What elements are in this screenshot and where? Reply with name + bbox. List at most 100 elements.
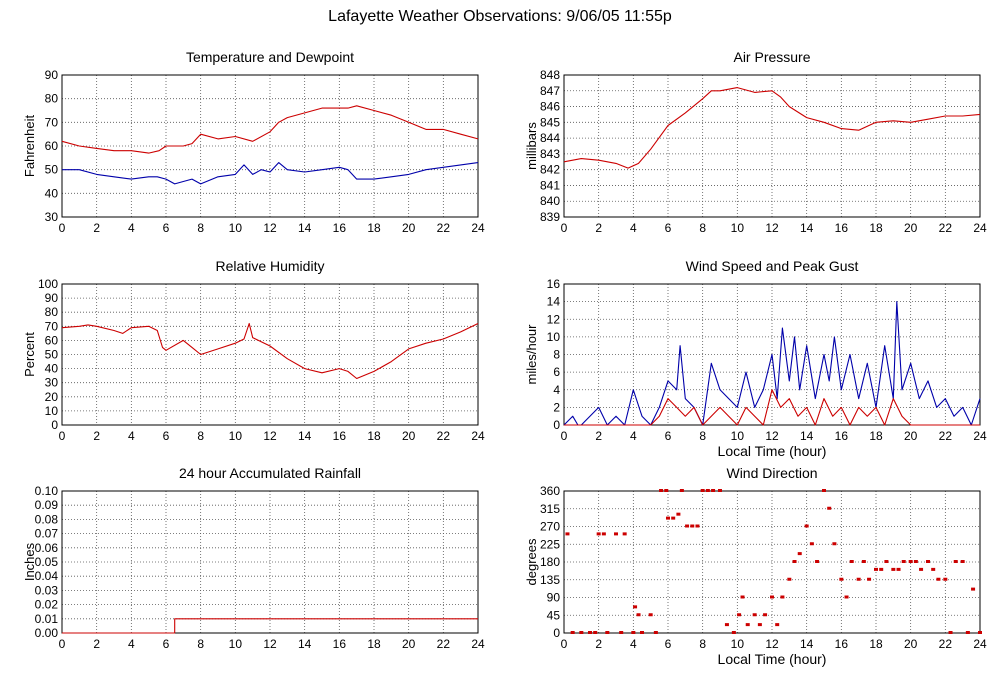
- rain-y-tick-label: 0.00: [35, 626, 59, 640]
- humidity-y-tick-label: 0: [51, 418, 58, 432]
- direction-series-0-point: [919, 567, 924, 571]
- direction-series-0-point: [896, 567, 901, 571]
- rain-x-tick-label: 12: [263, 637, 277, 651]
- pressure-series-0-line: [563, 87, 981, 169]
- temp-y-tick-label: 70: [45, 115, 59, 129]
- direction-series-0-point: [861, 560, 866, 563]
- humidity-x-tick-label: 18: [367, 429, 381, 443]
- direction-series-0-point: [891, 567, 896, 571]
- wind-plot-frame: [563, 283, 981, 426]
- direction-series-0-point: [579, 631, 584, 634]
- pressure-y-axis-label: millibars: [524, 122, 539, 170]
- rain-x-tick-label: 24: [471, 637, 485, 651]
- pressure-x-tick-label: 2: [595, 221, 602, 235]
- pressure-chart-title: Air Pressure: [733, 49, 810, 65]
- rain-y-tick-label: 0.05: [35, 555, 59, 569]
- wind-x-tick-label: 4: [630, 429, 637, 443]
- rain-series-0-line: [62, 618, 478, 634]
- direction-plot-frame: [563, 490, 981, 634]
- rain-chart-title: 24 hour Accumulated Rainfall: [179, 465, 361, 481]
- wind-x-tick-label: 6: [665, 429, 672, 443]
- direction-series-0-point: [822, 489, 826, 492]
- direction-series-0-point: [700, 489, 705, 492]
- humidity-y-tick-label: 50: [45, 348, 59, 362]
- humidity-y-tick-label: 40: [45, 362, 59, 376]
- wind-y-tick-label: 4: [553, 383, 560, 397]
- pressure-x-tick-label: 12: [765, 221, 779, 235]
- pressure-x-tick-label: 22: [939, 221, 953, 235]
- temp-x-tick-label: 10: [229, 221, 243, 235]
- humidity-y-axis-label: Percent: [22, 332, 37, 377]
- humidity-x-tick-label: 4: [128, 429, 135, 443]
- wind-y-axis-label: miles/hour: [524, 324, 539, 385]
- humidity-y-tick-label: 100: [38, 277, 58, 291]
- humidity-plot-frame: [61, 283, 479, 426]
- direction-series-0-point: [913, 560, 918, 563]
- wind-y-tick-label: 14: [547, 295, 561, 309]
- wind-x-tick-label: 14: [800, 429, 814, 443]
- humidity-x-tick-label: 22: [437, 429, 451, 443]
- direction-series-0-point: [695, 524, 700, 528]
- direction-series-0-point: [936, 577, 941, 581]
- direction-series-0-point: [593, 631, 598, 634]
- temp-x-tick-label: 0: [59, 221, 66, 235]
- direction-x-tick-label: 8: [699, 637, 706, 651]
- direction-x-tick-label: 24: [973, 637, 987, 651]
- rain-x-tick-label: 14: [298, 637, 312, 651]
- pressure-x-tick-label: 14: [800, 221, 814, 235]
- direction-series-0-point: [737, 613, 742, 617]
- direction-series-0-point: [775, 623, 780, 627]
- direction-series-0-point: [690, 524, 695, 528]
- direction-y-tick-label: 135: [540, 573, 560, 587]
- rain-y-tick-label: 0.04: [35, 569, 59, 583]
- humidity-x-tick-label: 14: [298, 429, 312, 443]
- direction-series-0-point: [874, 567, 878, 571]
- humidity-x-tick-label: 8: [197, 429, 204, 443]
- pressure-x-tick-label: 4: [630, 221, 637, 235]
- wind-x-tick-label: 10: [731, 429, 745, 443]
- temp-y-tick-label: 50: [45, 163, 59, 177]
- direction-series-0-point: [908, 560, 913, 563]
- direction-series-0-point: [622, 532, 627, 536]
- direction-series-0-point: [685, 524, 690, 528]
- direction-series-0-point: [653, 631, 658, 634]
- direction-y-tick-label: 315: [540, 502, 560, 516]
- humidity-series-0-line: [61, 322, 479, 380]
- direction-series-0-point: [588, 631, 592, 634]
- temp-x-tick-label: 14: [298, 221, 312, 235]
- direction-x-tick-label: 10: [731, 637, 745, 651]
- direction-y-tick-label: 270: [540, 520, 560, 534]
- humidity-x-tick-label: 20: [402, 429, 416, 443]
- wind-x-tick-label: 12: [765, 429, 779, 443]
- rain-x-tick-label: 18: [367, 637, 381, 651]
- direction-series-0-point: [948, 631, 953, 634]
- pressure-x-tick-label: 24: [973, 221, 987, 235]
- rain-y-tick-label: 0.01: [35, 612, 59, 626]
- direction-x-tick-label: 6: [665, 637, 672, 651]
- page-title: Lafayette Weather Observations: 9/06/05 …: [328, 8, 672, 25]
- humidity-x-tick-label: 16: [333, 429, 347, 443]
- direction-series-0-point: [676, 512, 681, 516]
- direction-series-0-point: [614, 532, 618, 536]
- temp-x-tick-label: 4: [128, 221, 135, 235]
- wind-x-tick-label: 16: [835, 429, 849, 443]
- direction-series-0-point: [815, 560, 820, 563]
- pressure-x-tick-label: 16: [835, 221, 849, 235]
- direction-series-0-point: [943, 577, 948, 581]
- direction-series-0-point: [757, 623, 762, 627]
- temp-x-tick-label: 20: [402, 221, 416, 235]
- humidity-x-tick-label: 0: [59, 429, 66, 443]
- direction-series-0-point: [711, 489, 716, 492]
- direction-y-tick-label: 90: [547, 591, 561, 605]
- humidity-x-tick-label: 10: [229, 429, 243, 443]
- humidity-y-tick-label: 80: [45, 305, 59, 319]
- pressure-y-tick-label: 848: [540, 68, 560, 82]
- direction-chart-title: Wind Direction: [726, 465, 817, 481]
- direction-series-0-point: [978, 631, 982, 634]
- direction-series-0-point: [636, 613, 641, 617]
- pressure-x-tick-label: 18: [869, 221, 883, 235]
- direction-series-0-point: [839, 577, 844, 581]
- direction-series-0-point: [664, 489, 669, 492]
- pressure-x-tick-label: 20: [904, 221, 918, 235]
- temp-y-tick-label: 80: [45, 92, 59, 106]
